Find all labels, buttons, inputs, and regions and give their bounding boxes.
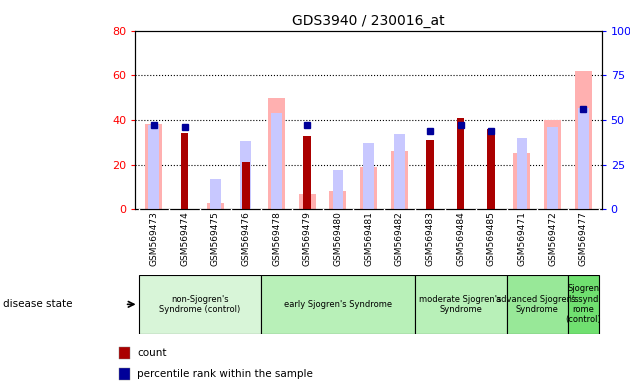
Text: advanced Sjogren's
Syndrome: advanced Sjogren's Syndrome: [496, 295, 578, 314]
Bar: [575, 71, 592, 209]
Bar: [363, 143, 374, 209]
Bar: [242, 162, 249, 209]
Text: GSM569471: GSM569471: [517, 211, 527, 266]
Text: early Sjogren's Syndrome: early Sjogren's Syndrome: [284, 300, 392, 309]
Bar: [568, 275, 598, 334]
Text: GSM569480: GSM569480: [333, 211, 342, 266]
Text: moderate Sjogren's
Syndrome: moderate Sjogren's Syndrome: [420, 295, 501, 314]
Bar: [517, 138, 527, 209]
Text: GSM569475: GSM569475: [210, 211, 220, 266]
Bar: [241, 141, 251, 209]
Bar: [261, 275, 415, 334]
Bar: [333, 170, 343, 209]
Bar: [488, 129, 495, 209]
Bar: [544, 120, 561, 209]
Bar: [507, 275, 568, 334]
Bar: [547, 127, 558, 209]
Bar: [149, 125, 159, 209]
Title: GDS3940 / 230016_at: GDS3940 / 230016_at: [292, 14, 445, 28]
Bar: [578, 108, 588, 209]
Bar: [139, 275, 261, 334]
Bar: [268, 98, 285, 209]
Text: GSM569479: GSM569479: [302, 211, 312, 266]
Text: Sjogren
's synd
rome
(control): Sjogren 's synd rome (control): [565, 284, 601, 324]
Bar: [415, 275, 507, 334]
Text: percentile rank within the sample: percentile rank within the sample: [137, 369, 313, 379]
Text: disease state: disease state: [3, 299, 72, 310]
Bar: [181, 133, 188, 209]
Bar: [426, 140, 433, 209]
Text: GSM569473: GSM569473: [149, 211, 158, 266]
Bar: [119, 368, 130, 380]
Bar: [210, 179, 220, 209]
Bar: [457, 118, 464, 209]
Bar: [299, 194, 316, 209]
Bar: [391, 151, 408, 209]
Bar: [329, 192, 346, 209]
Text: GSM569481: GSM569481: [364, 211, 373, 266]
Bar: [207, 203, 224, 209]
Bar: [394, 134, 404, 209]
Text: GSM569485: GSM569485: [487, 211, 496, 266]
Bar: [304, 136, 311, 209]
Text: GSM569476: GSM569476: [241, 211, 250, 266]
Bar: [513, 154, 530, 209]
Text: non-Sjogren's
Syndrome (control): non-Sjogren's Syndrome (control): [159, 295, 241, 314]
Bar: [119, 347, 130, 359]
Bar: [360, 167, 377, 209]
Text: GSM569478: GSM569478: [272, 211, 281, 266]
Text: GSM569474: GSM569474: [180, 211, 189, 266]
Text: GSM569483: GSM569483: [425, 211, 435, 266]
Text: GSM569484: GSM569484: [456, 211, 465, 266]
Text: count: count: [137, 348, 167, 358]
Text: GSM569482: GSM569482: [395, 211, 404, 266]
Text: GSM569472: GSM569472: [548, 211, 557, 266]
Text: GSM569477: GSM569477: [579, 211, 588, 266]
Bar: [146, 124, 163, 209]
Bar: [271, 113, 282, 209]
